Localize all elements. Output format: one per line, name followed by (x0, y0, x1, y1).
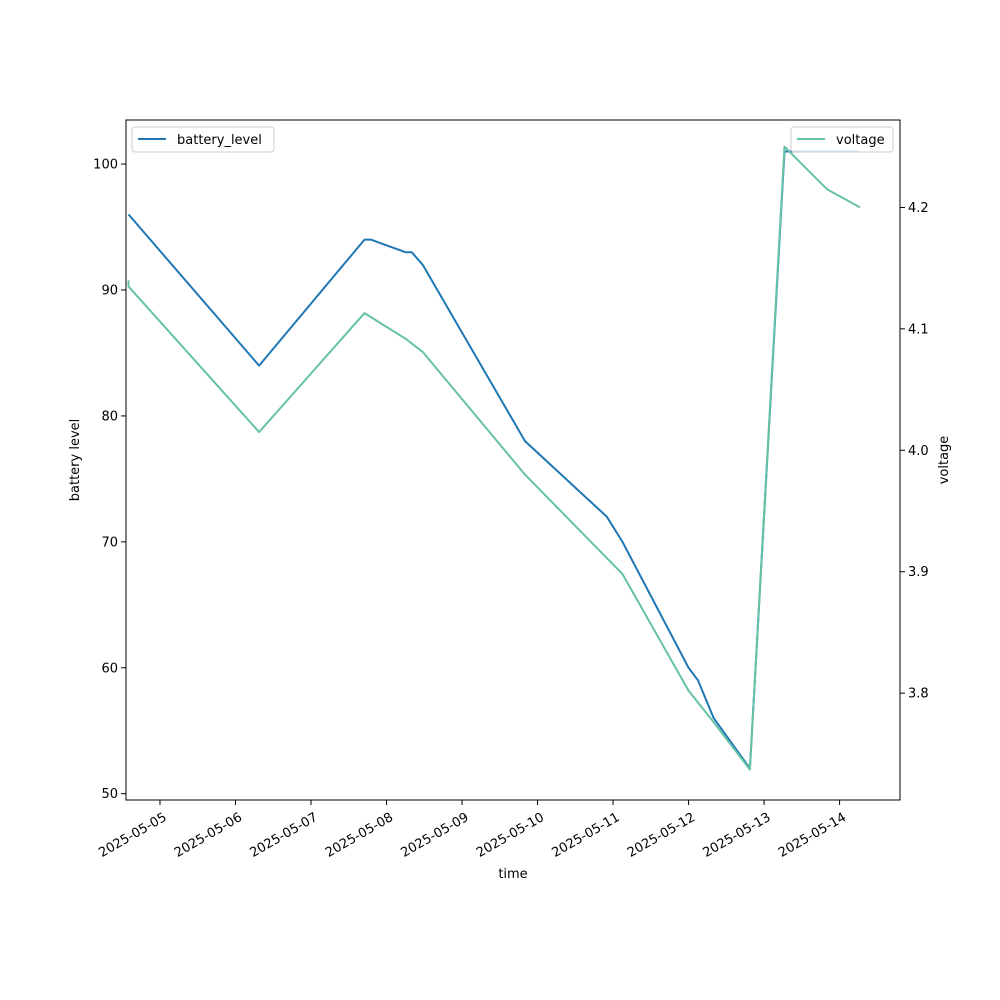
y2-tick-label: 4.0 (908, 444, 929, 459)
y2-tick-label: 4.2 (908, 201, 929, 216)
legend-label-voltage: voltage (836, 133, 885, 148)
series-layer (127, 145, 861, 771)
y-tick-label: 80 (101, 409, 118, 424)
y-tick-label: 90 (101, 284, 118, 299)
x-axis-title: time (498, 867, 527, 882)
series-line-voltage (127, 145, 861, 771)
x-tick-label: 2025-05-12 (625, 810, 698, 861)
y-axis-left: 50 60 70 80 90 100 (93, 158, 126, 802)
legend-voltage: voltage (790, 126, 894, 153)
plot-frame (125, 119, 901, 801)
legend-label-battery-level: battery_level (177, 133, 262, 148)
x-tick-label: 2025-05-07 (247, 810, 320, 861)
legend-box (790, 126, 894, 153)
x-tick-label: 2025-05-11 (550, 810, 623, 861)
x-tick-label: 2025-05-14 (776, 810, 849, 861)
y2-axis-title: voltage (937, 436, 952, 485)
x-tick-label: 2025-05-13 (701, 810, 774, 861)
series-line-battery-level (127, 150, 859, 770)
y-tick-label: 100 (93, 158, 118, 173)
x-tick-label: 2025-05-10 (474, 810, 547, 861)
y-axis-title: battery level (68, 419, 83, 502)
y2-tick-label: 4.1 (908, 322, 929, 337)
x-tick-label: 2025-05-06 (172, 810, 245, 861)
y-tick-label: 70 (101, 535, 118, 550)
legend-box (131, 126, 275, 153)
y2-tick-label: 3.9 (908, 565, 929, 580)
y-tick-label: 50 (101, 787, 118, 802)
legend-battery-level: battery_level (131, 126, 275, 153)
y-tick-label: 60 (101, 661, 118, 676)
x-tick-label: 2025-05-09 (398, 810, 471, 861)
x-axis: 2025-05-05 2025-05-06 2025-05-07 2025-05-08… (96, 800, 849, 861)
x-tick-label: 2025-05-05 (96, 810, 169, 861)
y-axis-right: 3.8 3.9 4.0 4.1 4.2 (900, 201, 929, 702)
x-tick-label: 2025-05-08 (323, 810, 396, 861)
y2-tick-label: 3.8 (908, 687, 929, 702)
